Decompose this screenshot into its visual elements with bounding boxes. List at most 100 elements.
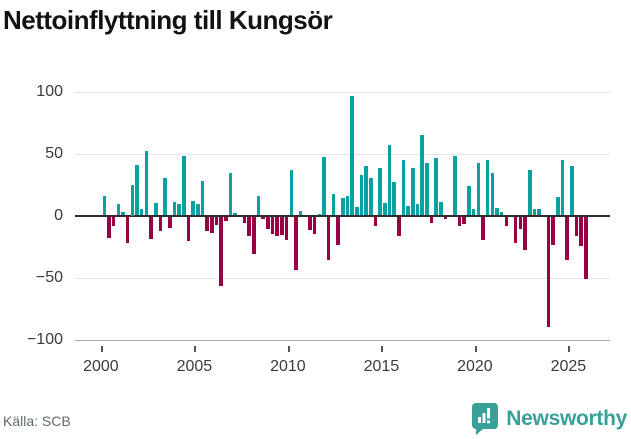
bar: [467, 185, 471, 216]
x-axis-tick: [474, 346, 477, 352]
bar: [555, 196, 560, 216]
x-axis-tick-label: 2020: [457, 358, 493, 375]
bar: [308, 216, 312, 231]
gridline-50: [75, 153, 610, 155]
bar: [247, 216, 252, 237]
bar: [560, 159, 565, 216]
bar: [331, 194, 336, 216]
bar: [205, 216, 209, 232]
bar: [499, 211, 504, 216]
newsworthy-logo[interactable]: Newsworthy: [471, 402, 627, 435]
bar: [186, 216, 191, 242]
x-axis-tick: [194, 346, 197, 352]
bar: [167, 216, 172, 228]
bar: [378, 168, 382, 216]
bar: [181, 155, 186, 216]
bar: [368, 178, 373, 216]
bar: [406, 205, 410, 216]
newsworthy-wordmark: Newsworthy: [506, 406, 627, 430]
bar: [453, 155, 457, 216]
bar: [317, 214, 322, 216]
bar: [387, 144, 392, 216]
zero-axis-line: [75, 214, 610, 217]
bar: [326, 216, 331, 260]
bar: [130, 184, 135, 216]
bar: [527, 169, 532, 216]
bar: [579, 216, 583, 247]
bar: [504, 216, 509, 227]
bar: [439, 201, 443, 216]
bar: [214, 216, 219, 226]
bar: [495, 208, 499, 216]
bar: [107, 216, 111, 238]
bar: [429, 216, 434, 223]
bar: [336, 216, 340, 246]
bar: [116, 204, 121, 216]
bar: [397, 216, 401, 237]
x-axis-tick-label: 2000: [83, 358, 119, 375]
bar: [537, 209, 541, 216]
bar: [256, 195, 261, 216]
bar: [135, 164, 139, 216]
bar: [462, 216, 467, 224]
bar: [457, 216, 462, 227]
bar: [261, 216, 266, 219]
x-axis-tick-label: 2005: [176, 358, 213, 375]
bar: [359, 174, 364, 216]
bar: [242, 216, 247, 223]
bar: [415, 204, 420, 216]
bar: [476, 163, 481, 216]
bar: [373, 216, 378, 227]
y-axis-tick-label: 100: [36, 82, 63, 100]
bar: [158, 216, 163, 232]
bar: [275, 216, 280, 237]
bar: [172, 201, 177, 216]
bar: [284, 216, 289, 241]
bar: [191, 200, 195, 216]
bar: [224, 216, 228, 222]
x-axis-tick: [381, 346, 384, 352]
bar: [392, 182, 396, 216]
bar: [270, 216, 275, 234]
bar: [163, 178, 167, 216]
bar: [551, 216, 555, 246]
x-axis-tick: [568, 346, 571, 352]
bar: [252, 216, 256, 254]
bar: [513, 216, 518, 243]
gridline--50: [75, 277, 610, 279]
gridline-100: [75, 91, 610, 93]
x-axis-tick-label: 2015: [363, 358, 400, 375]
bar: [149, 216, 153, 239]
bar: [443, 216, 448, 219]
chart-title: Nettoinflyttning till Kungsör: [3, 5, 333, 35]
bar: [280, 216, 284, 236]
source-label: Källa: SCB: [3, 413, 71, 429]
bar: [411, 168, 415, 216]
bar: [584, 216, 588, 279]
x-axis-tick-label: 2025: [550, 358, 587, 375]
bar: [125, 216, 130, 243]
bar: [350, 96, 354, 216]
bar: [219, 216, 223, 286]
bar: [354, 206, 359, 216]
y-axis-tick-label: −50: [35, 268, 63, 286]
bar: [490, 173, 495, 216]
bar: [518, 216, 523, 229]
bar: [364, 165, 368, 216]
bar: [481, 216, 485, 241]
bar: [401, 159, 406, 216]
bar: [485, 159, 490, 216]
bar: [111, 216, 116, 227]
x-axis-line: [75, 339, 610, 341]
bar: [228, 173, 233, 216]
x-axis-tick: [287, 346, 290, 352]
bar: [532, 209, 537, 216]
bar: [121, 211, 125, 216]
y-axis-tick-label: 50: [45, 144, 63, 162]
bar: [471, 209, 476, 216]
bar: [565, 216, 569, 260]
y-axis-tick-label: 0: [54, 206, 63, 224]
bar: [345, 195, 350, 216]
bar: [139, 209, 144, 216]
